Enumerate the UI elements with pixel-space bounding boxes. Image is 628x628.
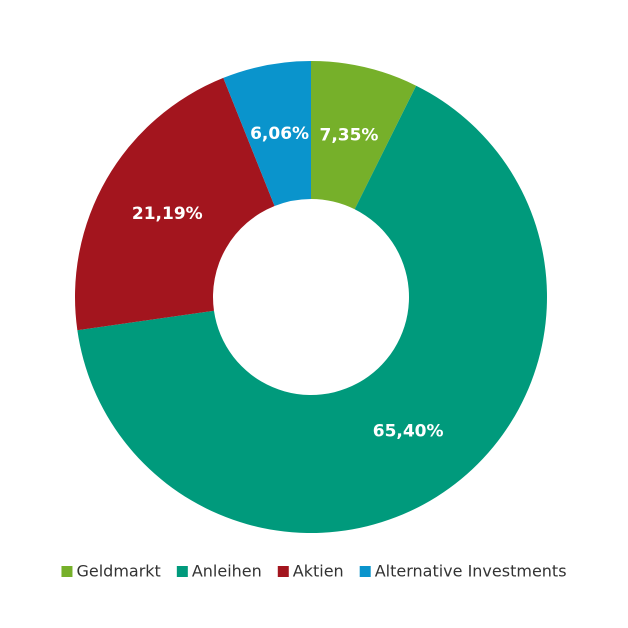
legend-swatch [359, 566, 371, 577]
value-label: 6,06% [250, 124, 309, 144]
legend-label: Geldmarkt [76, 562, 160, 581]
legend-swatch [176, 566, 188, 577]
value-label: 7,35% [319, 125, 378, 145]
value-label: 65,40% [373, 422, 444, 442]
legend-label: Anleihen [192, 562, 262, 581]
donut-slice [74, 77, 275, 331]
donut-slice [77, 85, 547, 533]
value-label: 21,19% [132, 204, 203, 224]
legend-label: Aktien [293, 562, 344, 581]
legend-swatch [61, 566, 73, 577]
legend-swatch [277, 566, 289, 577]
legend-label: Alternative Investments [375, 562, 567, 581]
donut-slice [223, 61, 311, 207]
donut-slice [311, 61, 417, 210]
